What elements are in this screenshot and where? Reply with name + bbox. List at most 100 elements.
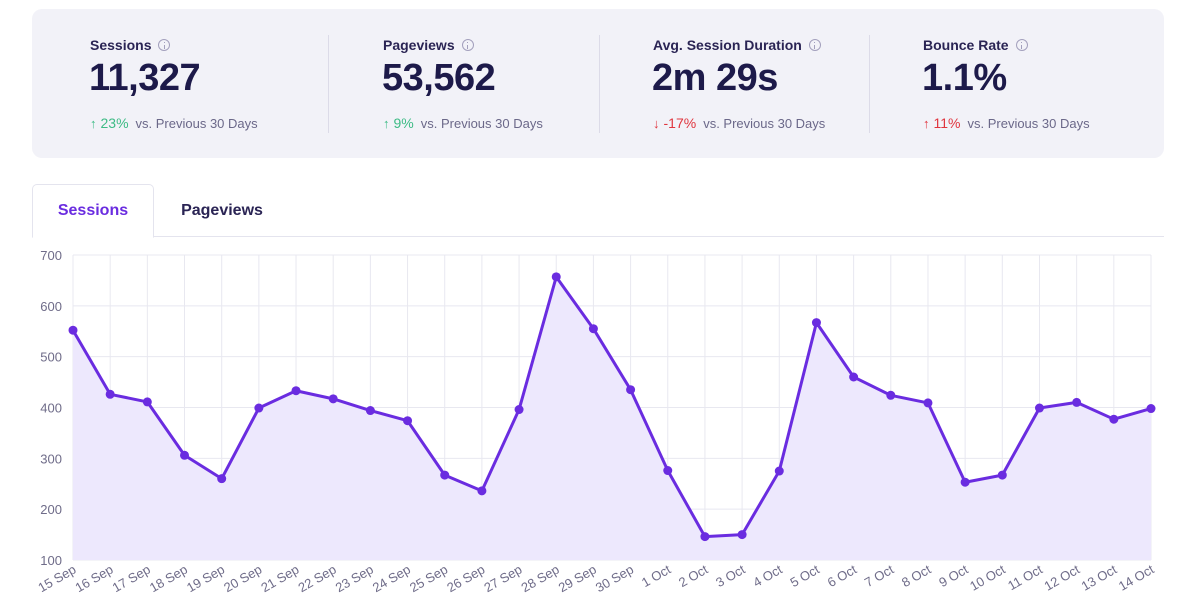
x-tick-label: 8 Oct bbox=[899, 561, 934, 590]
stat-value: 2m 29s bbox=[652, 57, 778, 99]
x-tick-label: 12 Oct bbox=[1041, 561, 1082, 593]
stat-value: 53,562 bbox=[382, 57, 496, 99]
x-tick-label: 27 Sep bbox=[481, 562, 524, 596]
x-tick-label: 21 Sep bbox=[258, 562, 301, 596]
x-tick-label: 30 Sep bbox=[593, 562, 636, 596]
change-percent: 9% bbox=[393, 115, 414, 131]
info-icon[interactable] bbox=[808, 39, 821, 51]
data-point bbox=[217, 474, 227, 484]
x-tick-label: 17 Sep bbox=[110, 562, 153, 596]
series-area bbox=[73, 276, 1151, 560]
x-tick-label: 28 Sep bbox=[519, 562, 562, 596]
data-point bbox=[68, 325, 78, 335]
data-point bbox=[477, 486, 487, 496]
stat-change: ↓ -17% vs. Previous 30 Days bbox=[653, 115, 825, 131]
x-tick-label: 19 Sep bbox=[184, 562, 227, 596]
data-point bbox=[403, 416, 413, 426]
divider bbox=[599, 35, 600, 133]
y-tick-label: 100 bbox=[40, 553, 62, 568]
data-point bbox=[626, 385, 636, 395]
y-tick-label: 200 bbox=[40, 502, 62, 517]
x-tick-label: 10 Oct bbox=[967, 561, 1008, 593]
x-tick-label: 1 Oct bbox=[639, 561, 674, 590]
data-point bbox=[737, 530, 747, 540]
data-point bbox=[700, 532, 710, 542]
info-icon[interactable] bbox=[158, 39, 171, 51]
x-tick-label: 6 Oct bbox=[825, 561, 860, 590]
data-point bbox=[105, 389, 115, 399]
y-tick-label: 400 bbox=[40, 401, 62, 416]
data-point bbox=[849, 372, 859, 382]
stat-label: Bounce Rate bbox=[923, 37, 1009, 53]
data-point bbox=[923, 398, 933, 408]
info-icon[interactable] bbox=[1015, 39, 1028, 51]
arrow-up-icon: ↑ bbox=[90, 115, 97, 131]
data-point bbox=[551, 272, 561, 282]
data-point bbox=[440, 470, 450, 480]
y-tick-label: 700 bbox=[40, 248, 62, 263]
x-tick-label: 25 Sep bbox=[407, 562, 450, 596]
data-point bbox=[1072, 397, 1082, 407]
y-tick-label: 600 bbox=[40, 299, 62, 314]
stat-label: Avg. Session Duration bbox=[653, 37, 802, 53]
y-tick-label: 500 bbox=[40, 350, 62, 365]
chart-tabs: Sessions Pageviews bbox=[32, 184, 1164, 238]
arrow-down-icon: ↓ bbox=[653, 115, 660, 131]
change-percent: -17% bbox=[663, 115, 697, 131]
data-point bbox=[663, 466, 673, 476]
x-tick-label: 20 Sep bbox=[221, 562, 264, 596]
x-tick-label: 5 Oct bbox=[788, 561, 823, 590]
data-point bbox=[997, 470, 1007, 480]
change-percent: 11% bbox=[933, 115, 961, 131]
x-tick-label: 2 Oct bbox=[676, 561, 711, 590]
stat-label: Sessions bbox=[90, 37, 152, 53]
data-point bbox=[811, 318, 821, 328]
data-point bbox=[291, 386, 301, 396]
stat-change: ↑ 11% vs. Previous 30 Days bbox=[923, 115, 1090, 131]
data-point bbox=[254, 403, 264, 413]
data-point bbox=[365, 406, 375, 416]
x-tick-label: 7 Oct bbox=[862, 561, 897, 590]
data-point bbox=[328, 394, 338, 404]
x-tick-label: 9 Oct bbox=[936, 561, 971, 590]
x-tick-label: 14 Oct bbox=[1116, 561, 1157, 593]
info-icon[interactable] bbox=[461, 39, 474, 51]
data-point bbox=[960, 477, 970, 487]
x-tick-label: 16 Sep bbox=[72, 562, 115, 596]
series-line bbox=[71, 275, 1152, 539]
data-point bbox=[886, 390, 896, 400]
stat-change: ↑ 9% vs. Previous 30 Days bbox=[383, 115, 543, 131]
stat-value: 1.1% bbox=[922, 57, 1007, 99]
x-tick-label: 22 Sep bbox=[296, 562, 339, 596]
data-point bbox=[1109, 414, 1119, 424]
x-tick-label: 11 Oct bbox=[1005, 561, 1045, 593]
data-point bbox=[774, 466, 784, 476]
stats-panel: Sessions 11,327 ↑ 23% vs. Previous 30 Da… bbox=[32, 9, 1164, 158]
x-tick-label: 23 Sep bbox=[333, 562, 376, 596]
data-point bbox=[1034, 403, 1044, 413]
stat-label: Pageviews bbox=[383, 37, 455, 53]
comparison-text: vs. Previous 30 Days bbox=[420, 115, 543, 131]
x-tick-label: 13 Oct bbox=[1079, 561, 1120, 593]
x-tick-label: 4 Oct bbox=[750, 561, 785, 590]
stat-value: 11,327 bbox=[89, 57, 201, 99]
divider bbox=[328, 35, 329, 133]
data-point bbox=[588, 324, 598, 334]
comparison-text: vs. Previous 30 Days bbox=[703, 115, 826, 131]
tab-sessions[interactable]: Sessions bbox=[32, 184, 154, 238]
x-tick-label: 3 Oct bbox=[713, 561, 748, 590]
arrow-up-icon: ↑ bbox=[923, 115, 930, 131]
arrow-up-icon: ↑ bbox=[383, 115, 390, 131]
data-point bbox=[142, 397, 152, 407]
change-percent: 23% bbox=[100, 115, 129, 131]
comparison-text: vs. Previous 30 Days bbox=[967, 115, 1090, 131]
x-tick-label: 26 Sep bbox=[444, 562, 487, 596]
data-point bbox=[180, 450, 190, 460]
data-point bbox=[514, 405, 524, 415]
stat-change: ↑ 23% vs. Previous 30 Days bbox=[90, 115, 258, 131]
tab-pageviews[interactable]: Pageviews bbox=[181, 201, 263, 219]
x-tick-label: 24 Sep bbox=[370, 562, 413, 596]
x-tick-label: 29 Sep bbox=[556, 562, 599, 596]
data-point bbox=[1146, 404, 1156, 414]
divider bbox=[869, 35, 870, 133]
